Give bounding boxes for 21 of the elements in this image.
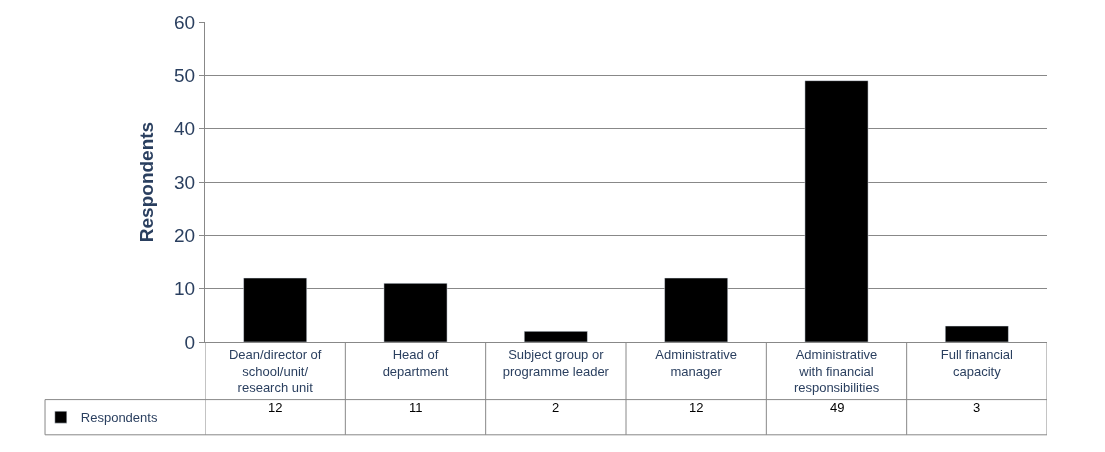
- x-tick-label: Administrative with financial responsibilities: [793, 346, 880, 396]
- y-tick-label: 0: [184, 331, 196, 353]
- x-tick-label: Dean/director of school/unit/ research unit: [228, 346, 322, 396]
- x-tick-label: Administrative manager: [655, 346, 737, 379]
- x-tick-label: Subject group or programme leader: [502, 346, 610, 379]
- y-axis-title: Respondents: [135, 121, 157, 243]
- data-label: 12: [268, 400, 283, 415]
- x-tick-label: Full financial capacity: [940, 346, 1014, 379]
- x-tick-label: Head of department: [382, 346, 449, 379]
- legend-label: Respondents: [80, 410, 158, 426]
- y-tick-label: 40: [174, 118, 196, 140]
- y-tick-label: 20: [174, 224, 196, 246]
- data-label: 12: [689, 400, 704, 415]
- data-label: 11: [409, 400, 423, 415]
- y-tick-label: 10: [174, 278, 196, 300]
- y-tick-label: 30: [174, 171, 196, 193]
- data-label: 49: [830, 400, 845, 415]
- y-tick-label: 50: [174, 64, 196, 86]
- data-label: 3: [973, 400, 981, 415]
- data-label: 2: [552, 400, 560, 415]
- y-tick-label: 60: [174, 11, 196, 33]
